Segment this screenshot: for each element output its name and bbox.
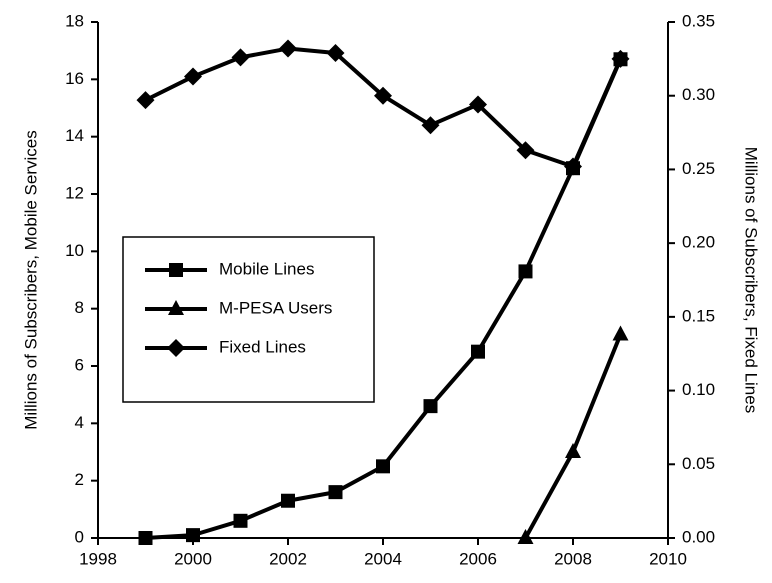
marker	[233, 513, 248, 528]
y-tick-label: 16	[65, 69, 84, 88]
y2-axis-label: Millions of Subscribers, Fixed Lines	[742, 147, 761, 413]
marker	[564, 157, 582, 176]
legend-marker	[169, 263, 183, 277]
y2-tick-label: 0.30	[682, 85, 715, 104]
marker	[281, 493, 295, 508]
marker	[611, 49, 630, 68]
marker	[136, 91, 155, 110]
y-tick-label: 2	[75, 470, 84, 489]
marker	[376, 459, 390, 474]
y2-tick-label: 0.35	[682, 11, 715, 30]
y2-tick-label: 0.25	[682, 159, 715, 178]
legend-marker	[168, 300, 184, 315]
series-line	[523, 333, 623, 539]
y2-tick-label: 0.20	[682, 233, 715, 252]
y2-tick-label: 0.15	[682, 306, 715, 325]
y-axis-label: Millions of Subscribers, Mobile Services	[21, 130, 40, 430]
y-tick-label: 12	[65, 183, 84, 202]
x-tick-label: 2004	[364, 549, 402, 568]
legend-marker	[167, 339, 185, 357]
x-tick-label: 2000	[174, 549, 212, 568]
marker	[374, 86, 392, 105]
marker	[469, 95, 487, 114]
marker	[279, 39, 297, 58]
y-tick-label: 0	[75, 527, 84, 546]
y-tick-label: 18	[65, 11, 84, 30]
marker	[138, 531, 153, 545]
y-tick-label: 14	[65, 126, 84, 145]
x-tick-label: 2010	[649, 549, 687, 568]
marker	[421, 116, 440, 135]
marker	[326, 43, 345, 62]
marker	[565, 443, 581, 458]
marker	[328, 485, 343, 500]
x-tick-label: 2008	[554, 549, 592, 568]
marker	[423, 399, 438, 414]
marker	[612, 325, 629, 341]
marker	[517, 529, 534, 544]
legend-label: M-PESA Users	[219, 298, 332, 317]
x-tick-label: 1998	[79, 549, 117, 568]
marker	[231, 48, 250, 67]
y-tick-label: 10	[65, 241, 84, 260]
x-tick-label: 2002	[269, 549, 307, 568]
y2-tick-label: 0.10	[682, 380, 715, 399]
y2-tick-label: 0.05	[682, 454, 715, 473]
marker	[471, 344, 485, 359]
y-tick-label: 4	[75, 413, 84, 432]
y-tick-label: 8	[75, 298, 84, 317]
legend-box	[122, 236, 375, 403]
marker	[516, 141, 535, 160]
marker	[184, 67, 202, 86]
legend-label: Fixed Lines	[219, 337, 306, 356]
y2-tick-label: 0.00	[682, 527, 715, 546]
series-line	[144, 46, 623, 169]
legend-label: Mobile Lines	[219, 259, 314, 278]
marker	[186, 528, 200, 543]
x-tick-label: 2006	[459, 549, 497, 568]
marker	[518, 264, 533, 279]
y-tick-label: 6	[75, 355, 84, 374]
